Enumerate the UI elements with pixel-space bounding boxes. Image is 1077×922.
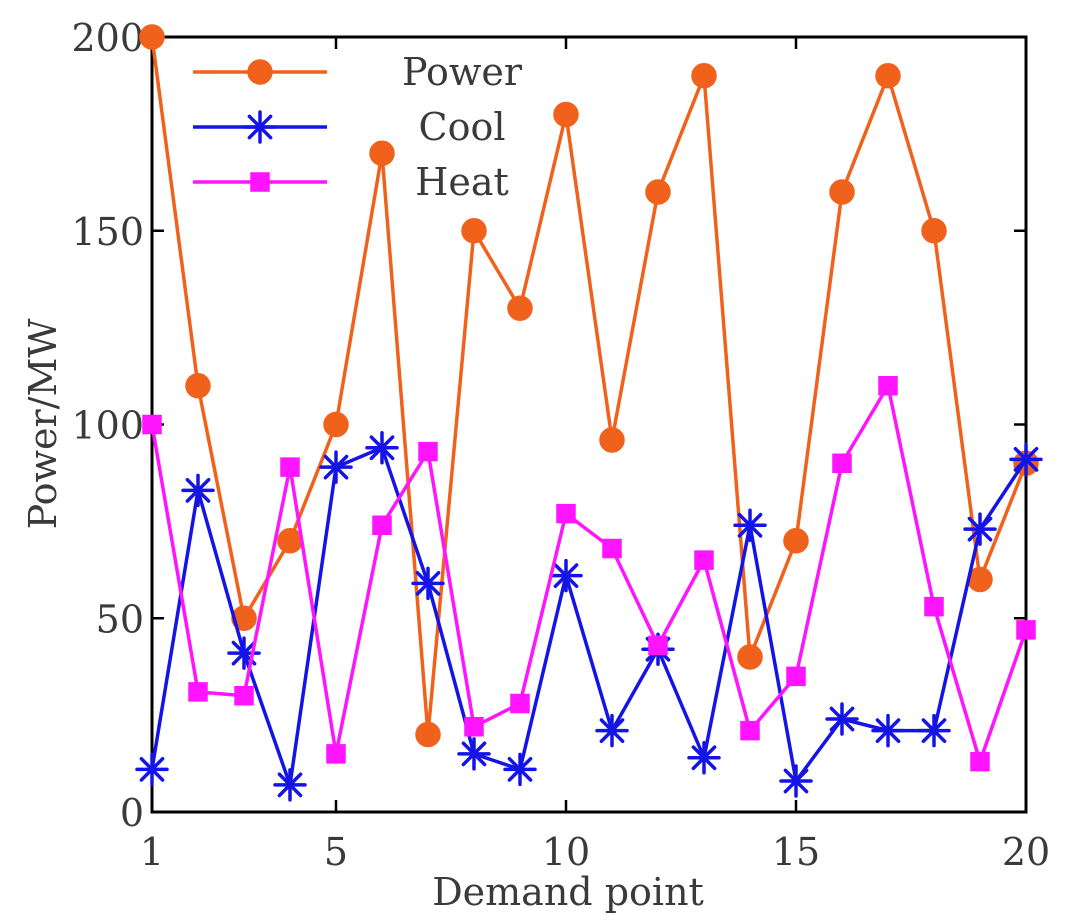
legend-item-power: Power [193,50,523,94]
data-point-power [185,373,211,399]
data-point-cool [917,713,951,748]
data-point-power [507,295,533,321]
series-layer [135,24,1043,802]
x-tick-label: 15 [772,830,820,874]
x-tick-label: 20 [1002,830,1050,874]
data-point-power [415,721,441,748]
data-point-cool [733,508,767,542]
legend: Power Cool Heat [193,50,523,204]
series-line-cool [150,446,1028,787]
data-point-cool [411,566,445,601]
data-point-heat [464,717,484,737]
data-point-power [691,63,717,89]
x-tick-label: 5 [324,830,348,874]
data-point-power [829,179,855,205]
data-point-power [599,427,625,453]
series-power [139,24,1039,748]
legend-label-power: Power [402,50,523,94]
data-point-heat [142,414,162,435]
y-tick-label: 0 [120,791,144,835]
data-point-cool [687,741,721,775]
data-point-heat [694,550,714,570]
data-point-heat [970,751,990,772]
data-point-cool [181,473,215,508]
data-point-cool [963,512,997,546]
legend-item-cool: Cool [193,105,505,149]
legend-marker-power [247,59,273,85]
series-cool [135,431,1043,802]
data-point-power [139,24,165,50]
data-point-heat [234,686,254,706]
legend-label-cool: Cool [419,105,506,149]
data-point-cool [825,702,859,736]
data-point-power [461,218,487,244]
data-point-power [231,605,257,631]
data-point-heat [602,538,622,559]
data-point-heat [924,596,944,617]
data-point-power [369,140,395,166]
data-point-cool [779,764,813,798]
data-point-cool [135,752,169,787]
data-point-heat [786,666,806,687]
data-point-heat [372,515,392,535]
data-point-cool [273,768,307,802]
legend-marker-cool [243,110,277,144]
data-point-cool [595,713,629,748]
data-point-heat [556,503,576,524]
data-point-heat [740,720,760,741]
legend-marker-heat [250,172,270,192]
data-point-cool [549,558,583,593]
data-point-power [875,63,901,89]
data-point-cool [365,431,399,465]
data-point-heat [878,376,898,396]
data-point-cool [871,713,905,748]
data-point-power [553,101,579,128]
data-point-power [737,644,763,670]
legend-label-heat: Heat [415,160,509,204]
data-point-heat [188,682,208,702]
data-point-power [783,528,809,554]
data-point-heat [326,744,346,764]
y-tick-label: 100 [71,404,144,448]
x-axis-label: Demand point [432,870,704,914]
y-tick-label: 200 [71,16,144,60]
data-point-cool [319,450,353,484]
data-point-heat [280,457,300,477]
data-point-heat [418,441,438,462]
data-point-cool [457,737,491,771]
y-tick-label: 150 [71,210,144,254]
data-point-heat [832,453,852,473]
data-point-power [921,218,947,244]
data-point-cool [1009,442,1043,477]
data-point-heat [510,693,530,714]
y-tick-label: 50 [96,597,144,641]
series-line-heat [150,384,1028,764]
data-point-power [277,528,303,554]
data-point-power [645,179,671,205]
data-point-cool [503,752,537,787]
data-point-power [323,411,349,438]
legend-item-heat: Heat [193,160,509,204]
x-tick-label: 1 [140,830,164,874]
x-tick-label: 10 [542,830,590,874]
data-point-heat [648,635,668,656]
series-heat [142,376,1036,772]
data-point-heat [1016,620,1036,640]
y-axis-label: Power/MW [21,319,65,530]
